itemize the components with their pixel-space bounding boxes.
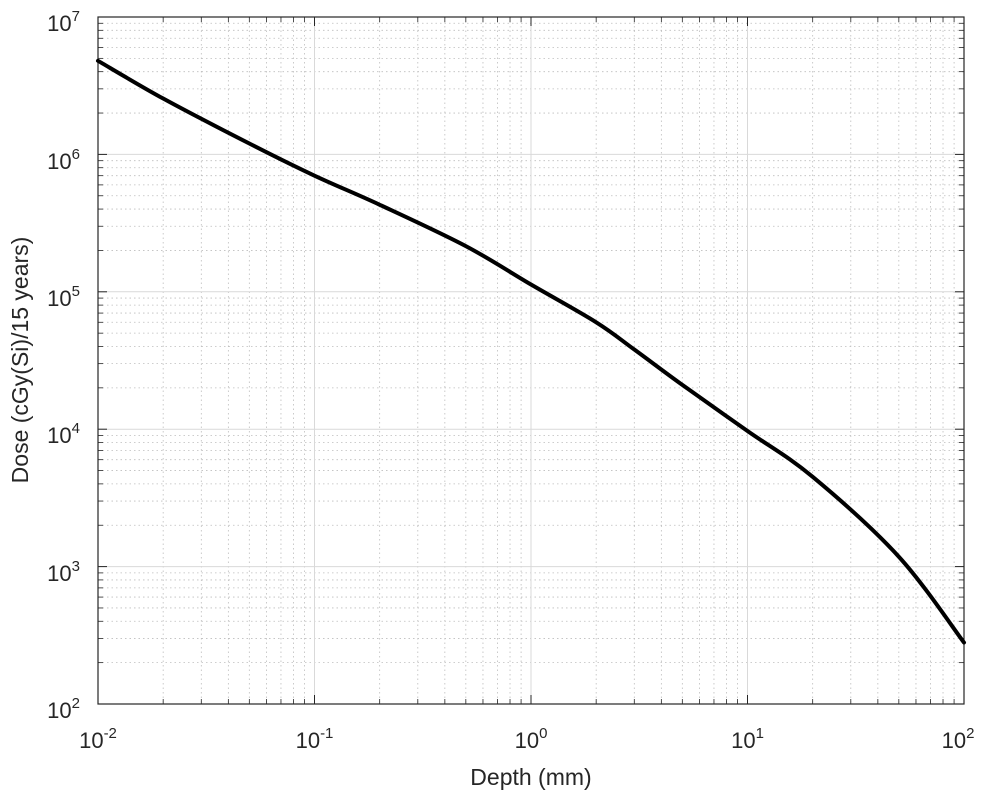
series-line-0 xyxy=(96,58,966,645)
y-tick-label-1e6: 106 xyxy=(47,146,80,174)
x-tick-label-1e-2: 10-2 xyxy=(79,725,117,753)
axis-ticks xyxy=(97,16,965,705)
x-tick-label-1e0: 100 xyxy=(515,725,548,753)
x-tick-label-1e1: 101 xyxy=(731,725,764,753)
y-axis-label: Dose (cGy(Si)/15 years) xyxy=(7,237,33,484)
y-tick-label-1e4: 104 xyxy=(47,420,80,448)
x-axis-label: Depth (mm) xyxy=(470,764,591,790)
y-tick-label-1e7: 107 xyxy=(47,8,80,36)
y-tick-label-1e5: 105 xyxy=(47,283,80,311)
x-tick-labels: 10-2 10-1 100 101 102 xyxy=(79,725,974,753)
x-tick-label-1e-1: 10-1 xyxy=(296,725,334,753)
y-tick-label-1e2: 102 xyxy=(47,695,80,723)
y-tick-label-1e3: 103 xyxy=(47,558,80,586)
y-tick-labels: 102 103 104 105 106 107 xyxy=(47,8,80,723)
series-group xyxy=(96,58,966,645)
major-grid xyxy=(98,17,964,704)
x-tick-label-1e2: 102 xyxy=(942,725,975,753)
